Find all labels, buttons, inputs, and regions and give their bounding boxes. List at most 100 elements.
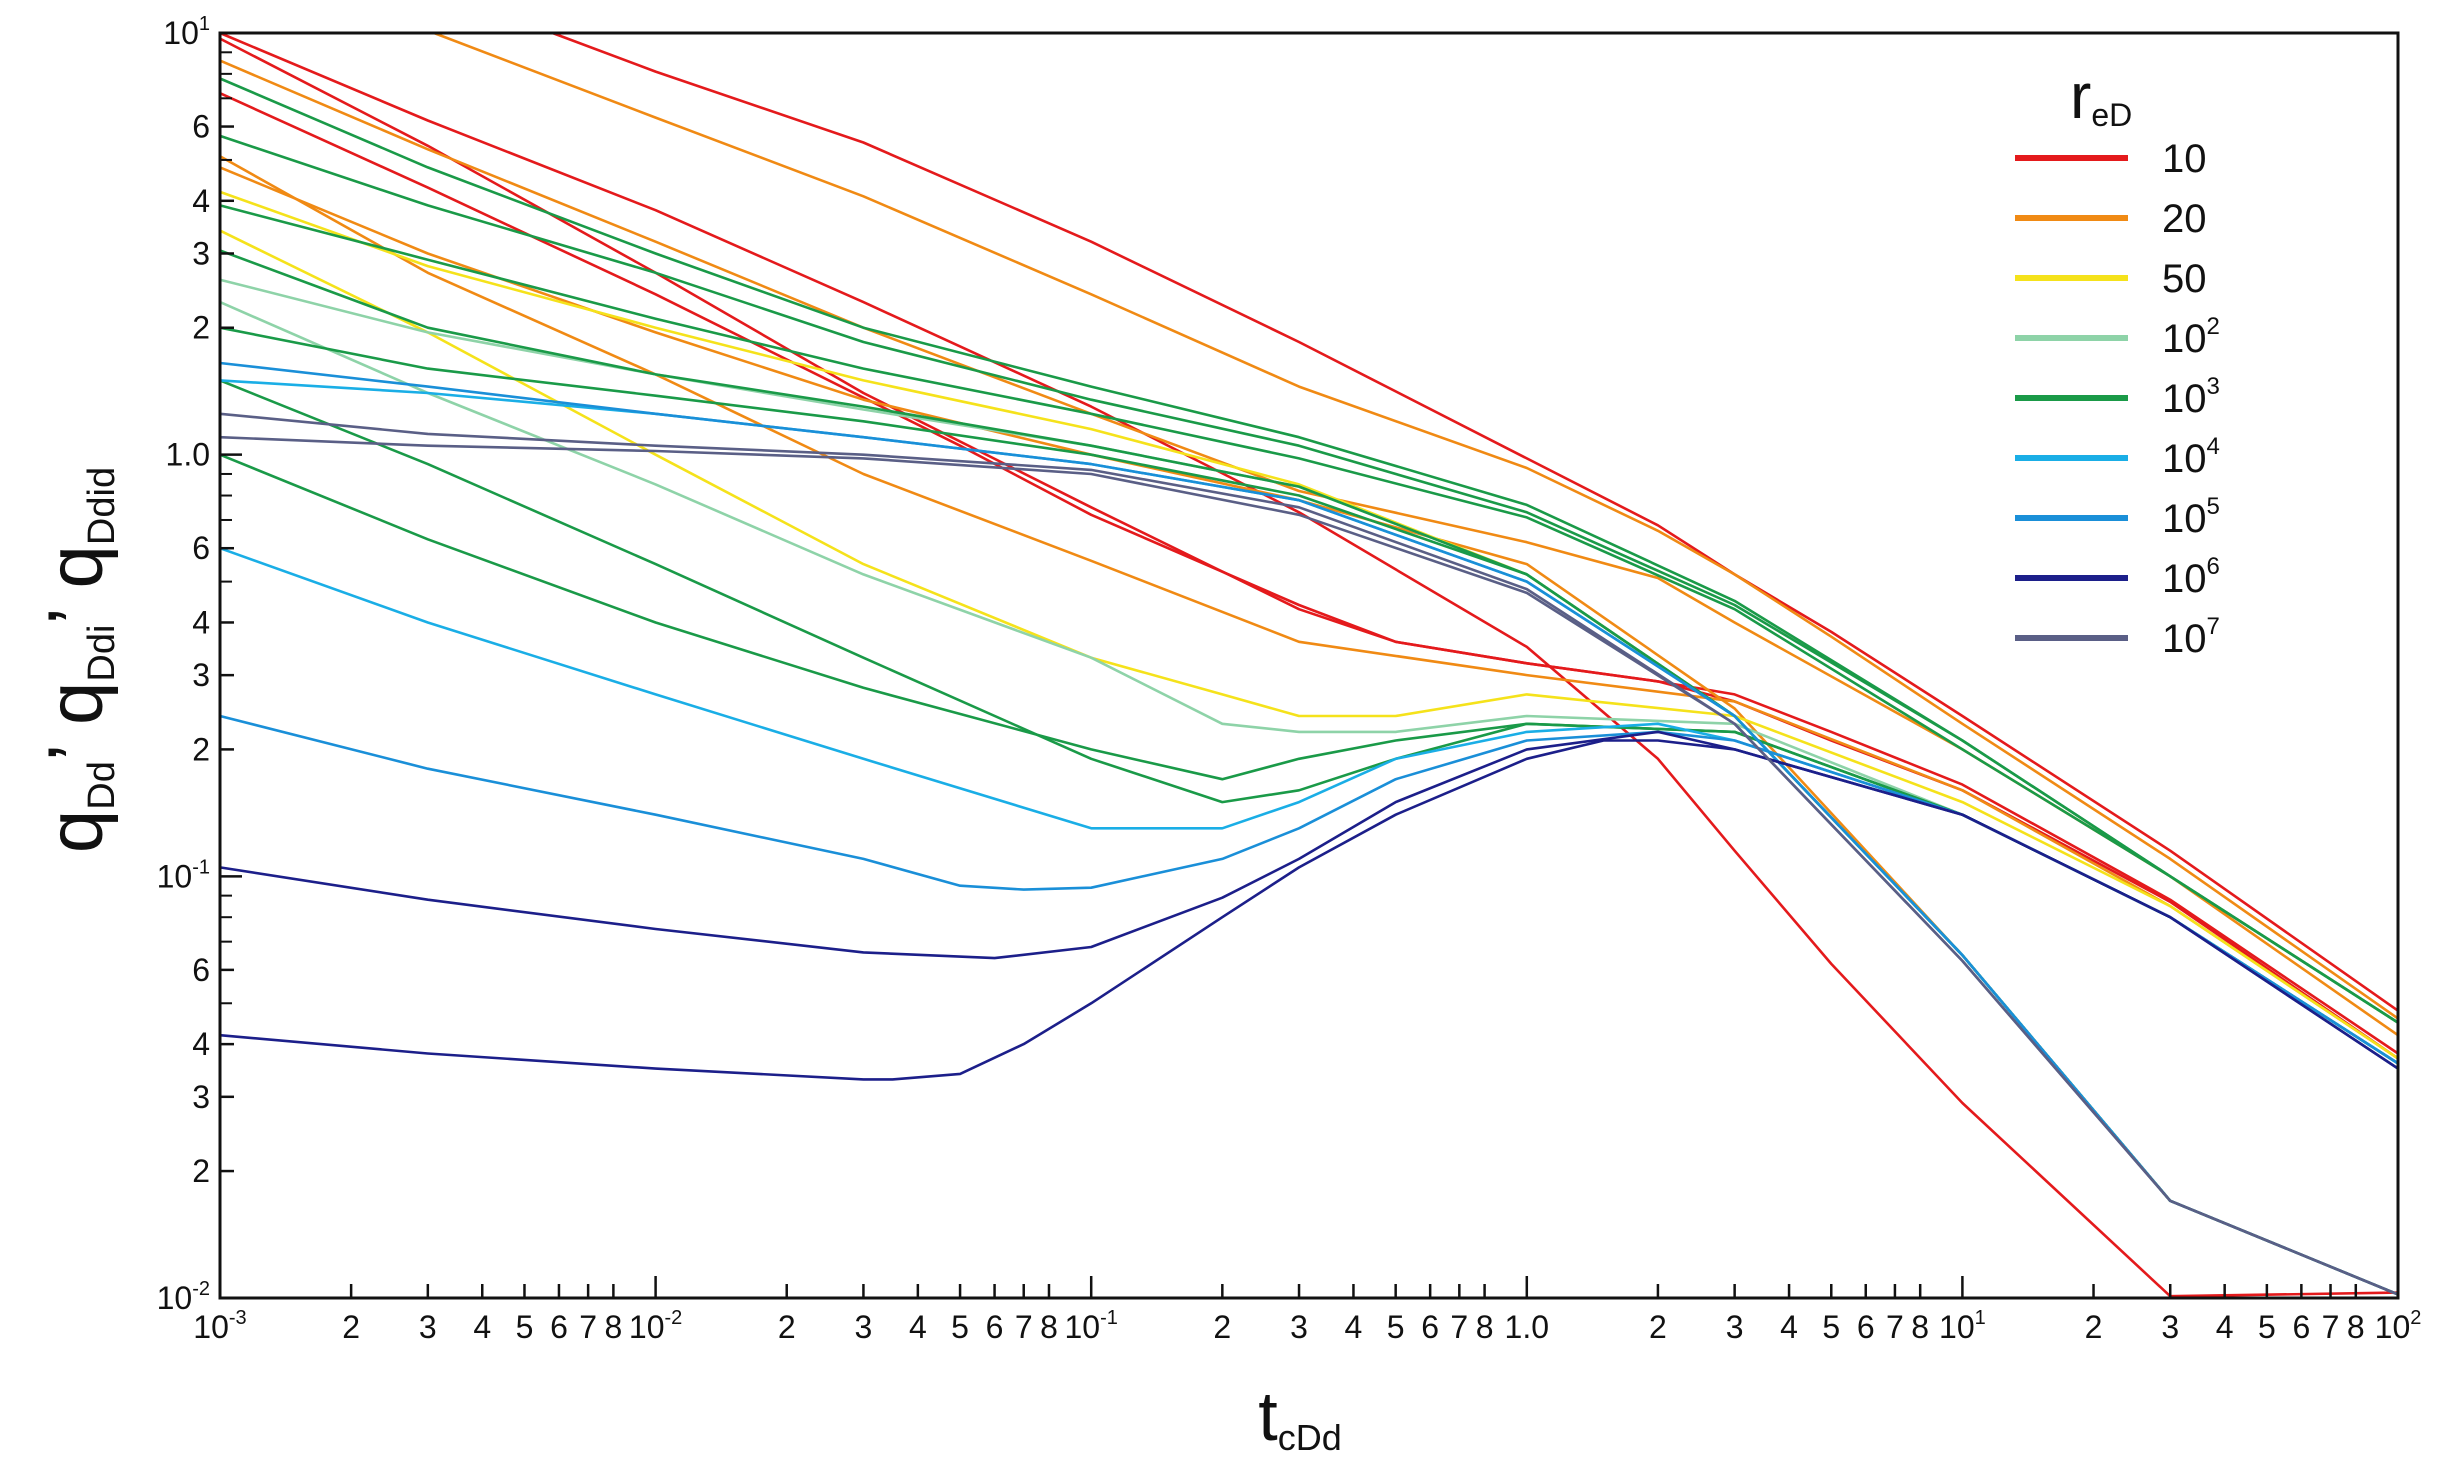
x-tick-base: 10	[629, 1309, 665, 1345]
y-tick-label-8: 4	[192, 604, 210, 640]
legend-label-base: 10	[2162, 437, 2207, 481]
x-tick-label-38: 6	[2292, 1309, 2310, 1345]
x-tick-label-39: 7	[2322, 1309, 2340, 1345]
series-group	[218, 31, 2400, 1298]
y-axis-title-subscript-2: Ddi	[81, 625, 123, 682]
x-tick-label-41: 102	[2375, 1307, 2422, 1345]
x-tick-label-19: 3	[1290, 1309, 1308, 1345]
x-tick-label-29: 5	[1822, 1309, 1840, 1345]
y-tick-base: 10	[157, 1280, 193, 1316]
series-line-25	[218, 739, 2400, 1081]
x-tick-label-7: 7	[579, 1309, 597, 1345]
legend-label-1: 10	[2162, 137, 2207, 181]
x-axis-title-subscript: cDd	[1278, 1417, 1342, 1458]
legend-label-2: 20	[2162, 197, 2207, 241]
series-line-18	[218, 204, 2400, 1024]
series-line-27	[218, 435, 2400, 1296]
legend-label-base: 10	[2162, 617, 2207, 661]
x-tick-label-12: 4	[909, 1309, 927, 1345]
y-tick-label-15: 2	[192, 1153, 210, 1189]
legend-label-5: 103	[2162, 373, 2220, 421]
series-line-3	[218, 37, 2400, 1055]
x-tick-label-27: 3	[1726, 1309, 1744, 1345]
x-tick-label-26: 2	[1649, 1309, 1667, 1345]
x-tick-label-17: 10-1	[1065, 1307, 1118, 1345]
y-axis-title-subscript-3: Ddid	[81, 467, 123, 545]
x-tick-label-16: 8	[1040, 1309, 1058, 1345]
x-tick-label-8: 8	[604, 1309, 622, 1345]
y-axis-title-separator-2: ’	[31, 588, 119, 624]
legend-label-4: 102	[2162, 313, 2220, 361]
y-axis-title-separator-1: ’	[31, 725, 119, 761]
x-tick-label-37: 5	[2258, 1309, 2276, 1345]
legend-label-base: 10	[2162, 317, 2207, 361]
series-line-23	[218, 361, 2400, 1296]
y-tick-base: 10	[163, 15, 199, 51]
plot-frame	[218, 31, 2400, 1300]
series-line-9	[218, 229, 2400, 1060]
x-axis-title-main: t	[1258, 1377, 1277, 1455]
x-tick-label-3: 3	[419, 1309, 437, 1345]
x-tick-label-5: 5	[516, 1309, 534, 1345]
x-tick-label-32: 8	[1911, 1309, 1929, 1345]
series-line-4	[551, 31, 2400, 1013]
legend-label-8: 106	[2162, 553, 2220, 601]
y-axis-title-main-1: q	[31, 810, 119, 853]
y-axis-title-main-3: q	[31, 545, 119, 588]
x-tick-base: 10	[1065, 1309, 1101, 1345]
x-tick-label-4: 4	[473, 1309, 491, 1345]
x-tick-label-36: 4	[2216, 1309, 2234, 1345]
y-tick-label-3: 4	[192, 183, 210, 219]
legend-label-6: 104	[2162, 433, 2220, 481]
legend-label-exponent: 7	[2207, 613, 2220, 640]
series-line-1	[218, 31, 2400, 1298]
y-tick-label-14: 3	[192, 1079, 210, 1115]
x-tick-exponent: -1	[1100, 1307, 1118, 1329]
x-tick-label-13: 5	[951, 1309, 969, 1345]
series-line-22	[218, 714, 2400, 1065]
x-axis-title-text: tcDd	[1258, 1377, 1341, 1458]
series-line-6	[432, 31, 2400, 1020]
legend-label-base: 10	[2162, 377, 2207, 421]
y-tick-exponent: -2	[192, 1278, 210, 1300]
legend-label-exponent: 4	[2207, 433, 2220, 460]
legend-label-exponent: 2	[2207, 313, 2220, 340]
x-tick-label-22: 6	[1421, 1309, 1439, 1345]
x-tick-label-18: 2	[1213, 1309, 1231, 1345]
y-tick-exponent: 1	[199, 13, 210, 35]
legend-label-exponent: 3	[2207, 373, 2220, 400]
x-tick-label-15: 7	[1015, 1309, 1033, 1345]
series-line-5	[218, 155, 2400, 1060]
x-tick-label-2: 2	[342, 1309, 360, 1345]
legend-title-subscript: eD	[2091, 97, 2132, 133]
x-tick-label-23: 7	[1450, 1309, 1468, 1345]
x-tick-base: 10	[193, 1309, 229, 1345]
y-axis-title-main-2: q	[31, 682, 119, 725]
y-tick-label-4: 3	[192, 235, 210, 271]
x-tick-label-40: 8	[2347, 1309, 2365, 1345]
y-tick-label-16: 10-2	[157, 1278, 210, 1316]
x-tick-exponent: 2	[2410, 1307, 2421, 1329]
x-tick-label-1: 10-3	[193, 1307, 246, 1345]
y-tick-label-2: 6	[192, 109, 210, 145]
x-tick-label-30: 6	[1857, 1309, 1875, 1345]
y-tick-label-10: 2	[192, 731, 210, 767]
x-axis-title: tcDd	[1258, 1377, 1341, 1458]
y-axis-title: qDd’ qDdi’ qDdid	[31, 467, 123, 853]
x-tick-label-33: 101	[1939, 1307, 1986, 1345]
x-tick-exponent: -3	[229, 1307, 247, 1329]
y-tick-label-7: 6	[192, 530, 210, 566]
x-axis-ticks: 10-3 2 3 4 5 6 7 8 10-2 2 3 4 5 6 7 8 10-1 2 3 4 5 6 7 8 1.0 2 3 4 5…	[193, 1276, 2421, 1345]
x-tick-base: 10	[1939, 1309, 1975, 1345]
legend-label-base: 10	[2162, 497, 2207, 541]
x-tick-exponent: -2	[664, 1307, 682, 1329]
y-tick-base: 10	[157, 858, 193, 894]
x-tick-label-25: 1.0	[1505, 1309, 1549, 1345]
x-tick-exponent: 1	[1975, 1307, 1986, 1329]
y-tick-label-13: 4	[192, 1026, 210, 1062]
x-tick-base: 10	[2375, 1309, 2411, 1345]
x-tick-label-31: 7	[1886, 1309, 1904, 1345]
x-tick-label-11: 3	[855, 1309, 873, 1345]
